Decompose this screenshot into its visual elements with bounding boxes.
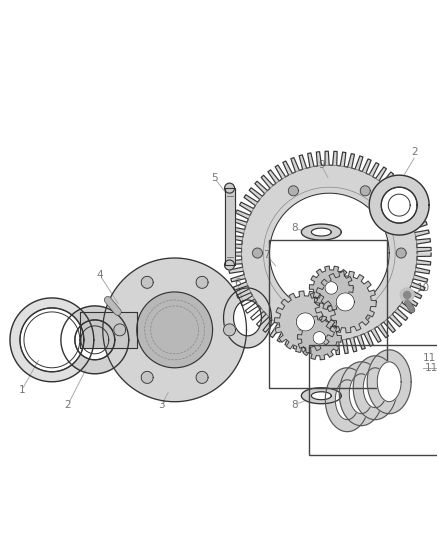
Polygon shape	[80, 312, 137, 348]
Polygon shape	[225, 188, 234, 265]
Polygon shape	[325, 281, 338, 294]
Polygon shape	[301, 224, 341, 240]
Polygon shape	[377, 362, 401, 402]
Polygon shape	[349, 374, 373, 414]
Polygon shape	[227, 151, 431, 355]
Text: 8: 8	[291, 400, 298, 410]
Text: 5: 5	[211, 173, 218, 183]
Polygon shape	[381, 187, 417, 223]
Polygon shape	[360, 310, 370, 320]
Polygon shape	[141, 276, 153, 288]
Polygon shape	[61, 306, 129, 374]
Text: 7: 7	[263, 250, 270, 260]
Polygon shape	[381, 187, 417, 223]
Polygon shape	[336, 293, 354, 311]
Polygon shape	[103, 258, 247, 402]
Text: 6: 6	[234, 278, 241, 288]
Polygon shape	[367, 350, 411, 414]
Polygon shape	[311, 392, 331, 400]
Text: 11: 11	[424, 363, 438, 373]
Polygon shape	[223, 288, 272, 348]
Text: 6: 6	[344, 407, 350, 417]
Text: 4: 4	[96, 270, 103, 280]
Polygon shape	[369, 175, 429, 235]
Polygon shape	[325, 368, 369, 432]
Text: 11: 11	[423, 353, 436, 363]
Text: 2: 2	[64, 400, 71, 410]
Polygon shape	[141, 372, 153, 383]
Polygon shape	[339, 362, 383, 426]
Bar	[269, 240, 387, 387]
Polygon shape	[20, 308, 84, 372]
Text: 9: 9	[318, 160, 325, 170]
Polygon shape	[10, 298, 94, 382]
Bar	[309, 345, 438, 455]
Polygon shape	[309, 266, 353, 310]
Polygon shape	[196, 372, 208, 383]
Polygon shape	[353, 356, 397, 419]
Polygon shape	[75, 320, 115, 360]
Polygon shape	[296, 313, 314, 331]
Text: 3: 3	[159, 400, 165, 410]
Circle shape	[404, 292, 411, 298]
Polygon shape	[275, 291, 336, 353]
Polygon shape	[388, 194, 410, 216]
Polygon shape	[313, 332, 325, 344]
Polygon shape	[269, 193, 389, 313]
Text: 1: 1	[19, 385, 25, 395]
Polygon shape	[20, 308, 84, 372]
Polygon shape	[196, 276, 208, 288]
Text: 2: 2	[411, 147, 417, 157]
Polygon shape	[81, 326, 109, 354]
Polygon shape	[233, 300, 261, 336]
Text: 10: 10	[417, 283, 430, 293]
Circle shape	[225, 260, 234, 270]
Polygon shape	[114, 324, 126, 336]
Polygon shape	[336, 380, 359, 419]
Polygon shape	[223, 324, 236, 336]
Polygon shape	[24, 312, 80, 368]
Polygon shape	[137, 292, 212, 368]
Polygon shape	[360, 186, 370, 196]
Polygon shape	[75, 320, 115, 360]
Polygon shape	[288, 186, 298, 196]
Text: 8: 8	[291, 223, 298, 233]
Circle shape	[225, 183, 234, 193]
Polygon shape	[311, 228, 331, 236]
Circle shape	[400, 288, 414, 302]
Polygon shape	[288, 310, 298, 320]
Polygon shape	[363, 368, 387, 408]
Polygon shape	[297, 316, 341, 360]
Polygon shape	[301, 387, 341, 403]
Polygon shape	[396, 248, 406, 258]
Polygon shape	[314, 271, 376, 333]
Polygon shape	[252, 248, 262, 258]
